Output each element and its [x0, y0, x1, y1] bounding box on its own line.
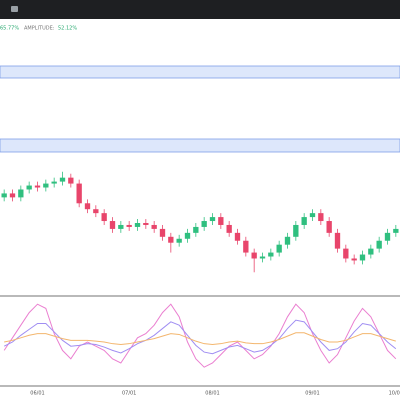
candle-body — [209, 217, 216, 222]
candle-body — [368, 248, 374, 255]
candle-body — [359, 254, 366, 261]
candle-body — [76, 183, 82, 204]
candle-body — [276, 244, 282, 253]
candle-body — [301, 217, 307, 225]
menu-icon[interactable] — [11, 6, 18, 12]
candle-body — [268, 252, 274, 257]
x-tick-label: 07/01 — [122, 391, 136, 397]
candle-body — [193, 226, 199, 233]
candle-body — [109, 221, 116, 229]
candle-body — [318, 213, 324, 222]
candle-body — [243, 240, 249, 253]
candle-body — [309, 213, 316, 218]
change-value: 65.77% — [0, 26, 19, 32]
top-bar — [0, 0, 400, 19]
candle-body — [34, 185, 41, 188]
indicator-line — [3, 319, 397, 355]
candle-body — [101, 213, 107, 222]
candle-body — [226, 224, 232, 233]
candle-body — [384, 232, 391, 241]
candle-body — [51, 181, 57, 184]
candle-body — [351, 258, 357, 261]
candle-body — [201, 221, 207, 227]
candle-body — [176, 238, 182, 243]
candle-body — [218, 217, 224, 225]
candle-body — [9, 193, 16, 198]
selected-row[interactable] — [0, 138, 400, 153]
candle-body — [134, 223, 141, 227]
candle-body — [334, 232, 341, 249]
candle-body — [126, 224, 132, 227]
candle-body — [1, 193, 7, 198]
amplitude-label: AMPLITUDE: — [24, 26, 55, 32]
candle-body — [143, 223, 149, 225]
candle-body — [393, 228, 399, 233]
candle-body — [159, 228, 166, 237]
candle-body — [251, 252, 257, 259]
candle-body — [184, 232, 191, 239]
x-tick-label: 09/01 — [305, 391, 319, 397]
candle-body — [151, 224, 157, 229]
candle-body — [59, 177, 66, 182]
candle-body — [284, 236, 291, 245]
candle-body — [93, 209, 99, 214]
candle-body — [43, 183, 49, 188]
amplitude-value: 52.12% — [58, 26, 77, 32]
x-tick-label: 06/01 — [30, 391, 44, 397]
x-tick-label: 08/01 — [205, 391, 219, 397]
x-tick-label: 10/01 — [389, 391, 400, 397]
candle-body — [118, 224, 124, 229]
selected-row[interactable] — [0, 65, 400, 79]
candle-body — [26, 185, 32, 190]
candle-body — [234, 232, 241, 241]
candle-body — [18, 189, 24, 198]
candle-body — [68, 177, 74, 184]
candle-body — [168, 236, 174, 243]
candle-body — [293, 224, 299, 237]
indicator-line — [4, 332, 396, 346]
candle-body — [343, 248, 349, 259]
candle-body — [84, 203, 91, 210]
indicator-line — [3, 303, 397, 368]
candle-body — [259, 256, 266, 259]
candle-body — [326, 221, 332, 233]
candle-body — [376, 240, 382, 249]
